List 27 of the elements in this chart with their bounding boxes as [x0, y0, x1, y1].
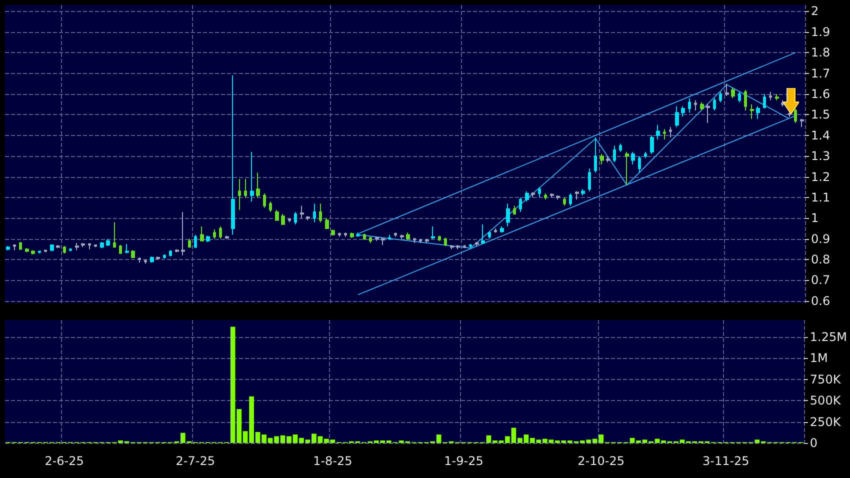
- y-tick-label: 1M: [810, 351, 828, 366]
- x-tick-label: 1-8-25: [313, 454, 352, 468]
- y-tick-label: 0.6: [811, 294, 830, 308]
- y-tick-label: 1.7: [811, 66, 830, 80]
- y-tick-label: 1.6: [811, 86, 830, 101]
- y-tick-label: 250K: [810, 414, 842, 429]
- y-tick-label: 2: [811, 4, 819, 18]
- y-tick-label: 0: [810, 436, 818, 450]
- y-tick-label: 1.4: [811, 128, 830, 142]
- x-tick-label: 2-7-25: [176, 454, 215, 468]
- y-tick-label: 1: [811, 211, 819, 226]
- y-tick-label: 1.5: [811, 108, 830, 122]
- y-tick-label: 1.8: [811, 46, 830, 60]
- x-tick-label: 2-6-25: [44, 454, 84, 468]
- y-tick-label: 500K: [810, 394, 842, 408]
- y-tick-label: 0.8: [811, 252, 830, 267]
- y-tick-label: 0.7: [811, 273, 830, 288]
- x-tick-label: 3-11-25: [702, 454, 750, 468]
- y-tick-label: 0.9: [811, 232, 830, 246]
- y-tick-label: 1.3: [811, 149, 830, 164]
- y-tick-label: 1.25M: [810, 330, 848, 344]
- y-tick-label: 750K: [810, 372, 842, 386]
- x-tick-label: 1-9-25: [444, 454, 484, 468]
- y-tick-label: 1.2: [811, 170, 830, 184]
- y-tick-label: 1.1: [811, 190, 830, 204]
- y-tick-label: 1.9: [811, 24, 830, 39]
- x-tick-label: 2-10-25: [578, 454, 624, 468]
